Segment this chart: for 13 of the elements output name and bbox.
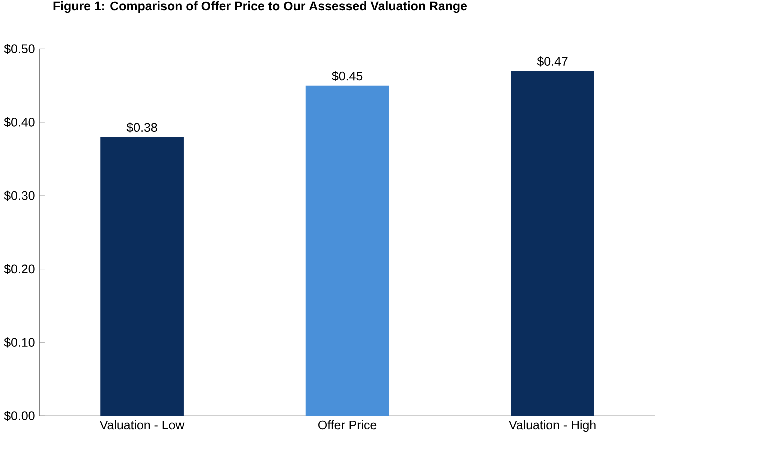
data-label: $0.47 [537, 56, 568, 67]
x-tick-label: Offer Price [318, 420, 377, 430]
y-tick-label: $0.00 [4, 410, 35, 421]
data-label: $0.45 [332, 71, 363, 82]
y-tick-label: $0.40 [4, 117, 35, 128]
data-label: $0.38 [126, 122, 158, 133]
y-tick-label: $0.50 [4, 44, 35, 54]
chart-title: Figure 1: Comparison of Offer Price to Our Assessed Valuation Range [54, 1, 468, 13]
y-tick-label: $0.10 [4, 337, 35, 348]
x-tick-label: Valuation - High [509, 420, 596, 432]
y-tick-label: $0.30 [4, 190, 35, 201]
y-tick-label: $0.20 [4, 264, 35, 274]
x-tick-label: Valuation - Low [100, 420, 185, 430]
